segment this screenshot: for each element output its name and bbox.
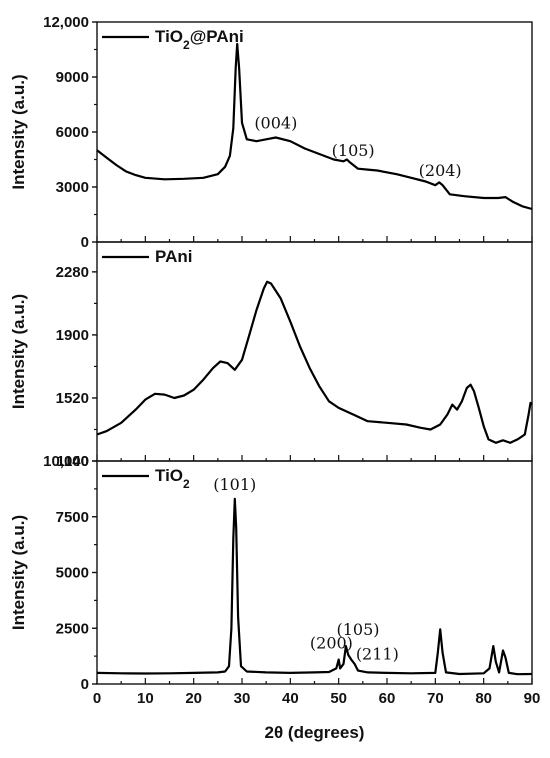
- pani-ytick-label: 1140: [56, 453, 89, 470]
- tio2-ytick-label: 2500: [56, 620, 89, 637]
- tio2-series-line: [96, 497, 533, 676]
- tio2-ylabel: Intensity (a.u.): [9, 515, 28, 630]
- tio2-ytick-label: 10,000: [43, 453, 89, 470]
- pani-legend-label: PAni: [155, 247, 192, 266]
- xtick-label: 50: [330, 690, 347, 707]
- tio2-pani-peak-label: (004): [254, 113, 297, 132]
- tio2-ytick-label: 0: [81, 676, 89, 693]
- tio2-pani-series-line: [96, 42, 533, 211]
- xtick-label: 70: [427, 690, 444, 707]
- xtick-label: 10: [137, 690, 154, 707]
- pani-frame: [96, 241, 533, 462]
- tio2-pani-peak-label: (105): [332, 141, 375, 160]
- tio2-pani-frame: [96, 21, 533, 243]
- tio2-pani-legend-label: TiO2@PAni: [155, 27, 244, 52]
- xtick-label: 90: [524, 690, 541, 707]
- xtick-label: 40: [282, 690, 299, 707]
- tio2-legend-label: TiO2: [155, 466, 190, 491]
- tio2-ytick-label: 7500: [56, 509, 89, 526]
- tio2-peak-label: (211): [356, 644, 399, 663]
- xtick-label: 0: [93, 690, 101, 707]
- tio2-peak-label: (200): [310, 633, 353, 652]
- tio2-peak-label: (101): [213, 475, 256, 494]
- pani-ytick-label: 1520: [56, 390, 89, 407]
- xlabel: 2θ (degrees): [265, 723, 365, 742]
- pani-series-line: [96, 280, 533, 444]
- xtick-label: 30: [234, 690, 251, 707]
- pani-ytick-label: 2280: [56, 264, 89, 281]
- tio2-pani-ytick-label: 9000: [56, 69, 89, 86]
- tio2-pani-ytick-label: 12,000: [43, 14, 89, 31]
- tio2-peak-label: (105): [336, 620, 379, 639]
- tio2-pani-ylabel: Intensity (a.u.): [9, 74, 28, 189]
- xtick-label: 60: [379, 690, 396, 707]
- tio2-pani-ytick-label: 0: [81, 234, 89, 251]
- tio2-pani-ytick-label: 3000: [56, 179, 89, 196]
- tio2-pani-peak-label: (204): [419, 161, 462, 180]
- tio2-pani-ytick-label: 6000: [56, 124, 89, 141]
- pani-ylabel: Intensity (a.u.): [9, 294, 28, 409]
- xtick-label: 20: [185, 690, 202, 707]
- xtick-label: 80: [475, 690, 492, 707]
- pani-ytick-label: 1900: [56, 327, 89, 344]
- tio2-ytick-label: 5000: [56, 565, 89, 582]
